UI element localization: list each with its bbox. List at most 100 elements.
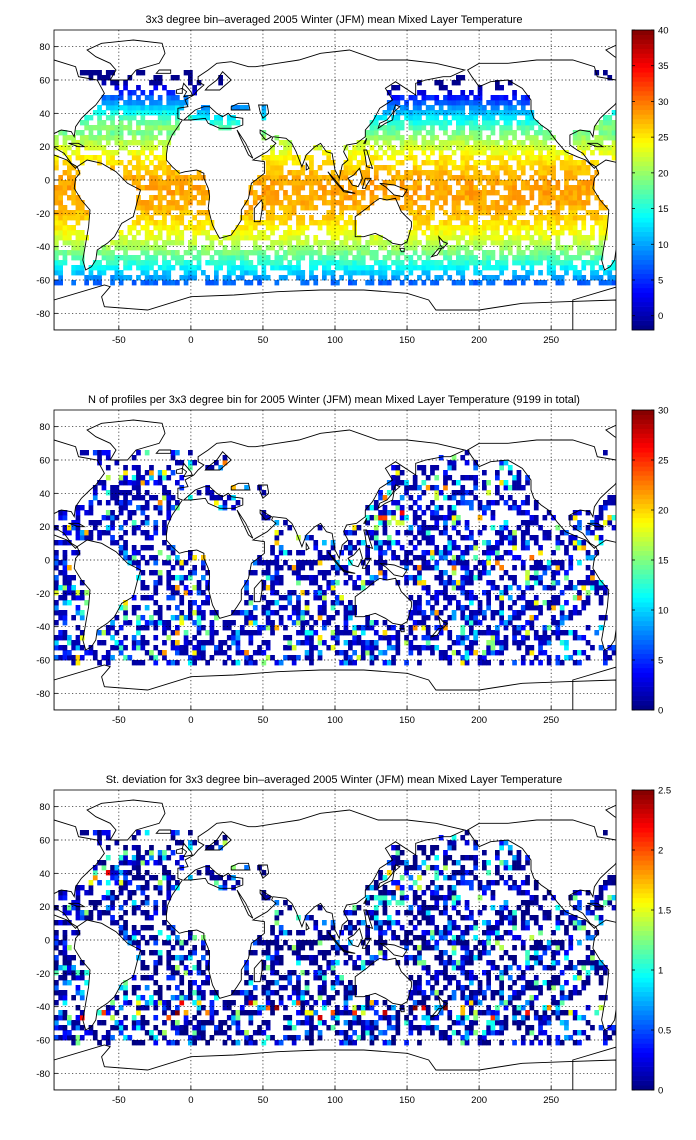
data-cell xyxy=(149,245,154,251)
data-cell xyxy=(464,590,470,596)
data-cell xyxy=(430,500,435,506)
data-cell xyxy=(252,660,258,666)
data-cell xyxy=(525,500,530,506)
data-cell xyxy=(499,525,504,531)
data-cell xyxy=(421,635,427,641)
data-cell xyxy=(546,180,552,186)
colorbar-segment xyxy=(632,592,654,598)
data-cell xyxy=(153,635,159,641)
data-cell xyxy=(335,565,340,571)
data-cell xyxy=(533,515,539,521)
data-cell xyxy=(188,185,193,191)
data-cell xyxy=(248,190,254,196)
data-cell xyxy=(460,185,466,191)
data-cell xyxy=(257,235,262,241)
data-cell xyxy=(278,545,284,551)
data-cell xyxy=(473,215,478,221)
data-cell xyxy=(503,570,509,576)
data-cell xyxy=(607,135,613,141)
data-cell xyxy=(564,220,569,226)
data-cell xyxy=(335,245,340,251)
data-cell xyxy=(577,545,582,551)
data-cell xyxy=(101,135,107,141)
data-cell xyxy=(84,600,89,606)
data-cell xyxy=(127,175,133,181)
data-cell xyxy=(456,140,461,146)
data-cell xyxy=(309,655,314,661)
data-cell xyxy=(603,660,608,666)
data-cell xyxy=(58,130,63,136)
data-cell xyxy=(417,170,422,176)
data-cell xyxy=(179,575,185,581)
data-cell xyxy=(451,525,457,531)
coastline-sumatra xyxy=(327,551,344,571)
data-cell xyxy=(382,520,388,526)
data-cell xyxy=(585,145,591,151)
data-cell xyxy=(157,470,163,476)
data-cell xyxy=(499,605,504,611)
data-cell xyxy=(144,260,150,266)
data-cell xyxy=(157,120,163,126)
data-cell xyxy=(460,590,466,596)
data-cell xyxy=(464,140,470,146)
colorbar-segment xyxy=(632,184,654,190)
data-cell xyxy=(54,600,59,606)
data-cell xyxy=(546,1035,552,1041)
data-cell xyxy=(309,185,314,191)
data-cell xyxy=(265,655,271,661)
data-cell xyxy=(447,170,453,176)
data-cell xyxy=(464,605,470,611)
data-cell xyxy=(386,180,392,186)
data-cell xyxy=(75,525,81,531)
data-cell xyxy=(62,540,68,546)
data-cell xyxy=(71,240,76,246)
data-cell xyxy=(226,645,232,651)
data-cell xyxy=(538,195,543,201)
data-cell xyxy=(482,120,487,126)
data-cell xyxy=(559,260,565,266)
data-cell xyxy=(175,460,180,466)
data-cell xyxy=(296,265,301,271)
data-cell xyxy=(460,130,466,136)
data-cell xyxy=(399,120,405,126)
data-cell xyxy=(274,575,280,581)
data-cell xyxy=(201,1035,206,1041)
data-cell xyxy=(477,560,483,566)
data-cell xyxy=(382,570,388,576)
data-cell xyxy=(564,170,569,176)
data-cell xyxy=(512,240,517,246)
data-cell xyxy=(430,540,435,546)
data-cell xyxy=(425,195,431,201)
data-cell xyxy=(477,655,483,661)
data-cell xyxy=(239,230,245,236)
data-cell xyxy=(179,195,185,201)
data-cell xyxy=(348,630,353,636)
data-cell xyxy=(520,520,526,526)
data-cell xyxy=(244,200,249,206)
data-cell xyxy=(408,235,414,241)
data-cell xyxy=(412,645,418,651)
data-cell xyxy=(339,260,344,266)
data-cell xyxy=(460,215,466,221)
data-cell xyxy=(369,625,375,631)
data-cell xyxy=(590,210,595,216)
data-cell xyxy=(261,260,267,266)
data-cell xyxy=(425,250,431,256)
data-cell xyxy=(188,465,193,471)
data-cell xyxy=(118,245,124,251)
data-cell xyxy=(503,460,509,466)
data-cell xyxy=(118,105,124,111)
data-cell xyxy=(274,135,280,141)
data-cell xyxy=(343,225,349,231)
data-cell xyxy=(533,205,539,211)
data-cell xyxy=(144,640,150,646)
data-cell xyxy=(136,275,141,281)
data-cell xyxy=(404,240,409,246)
data-cell xyxy=(585,640,591,646)
data-cell xyxy=(486,120,491,126)
data-cell xyxy=(114,500,120,506)
data-cell xyxy=(244,225,249,231)
data-cell xyxy=(170,240,176,246)
data-cell xyxy=(499,115,504,121)
colorbar-tick-label: 30 xyxy=(658,406,669,417)
